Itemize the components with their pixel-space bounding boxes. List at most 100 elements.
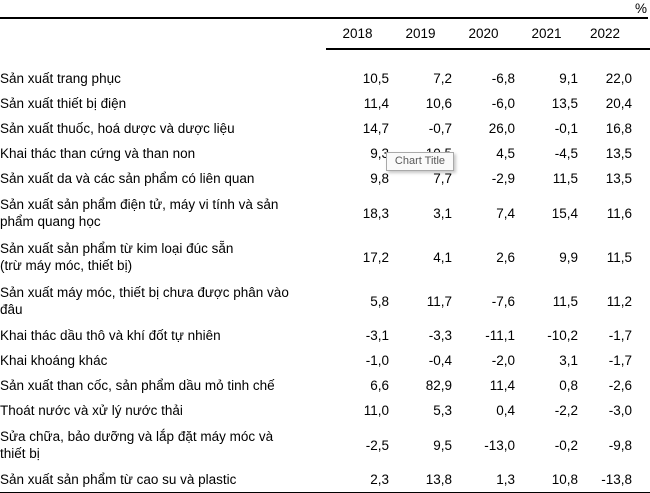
value-cell: 11,4 — [489, 378, 515, 393]
row-label: Thoát nước và xử lý nước thải — [0, 403, 183, 418]
table-row: Sửa chữa, bảo dưỡng và lắp đặt máy móc v… — [0, 423, 650, 467]
value-cell: -4,5 — [554, 146, 578, 161]
table-row: Sản xuất thuốc, hoá dược và dược liệu 14,… — [0, 116, 650, 141]
value-cell: -2,9 — [491, 171, 515, 186]
value-cell: 7,7 — [433, 171, 452, 186]
data-table: 2018 2019 2020 2021 2022 Sản xuất trang … — [0, 19, 650, 493]
value-cell: -10,2 — [547, 328, 578, 343]
value-cell: -1,7 — [608, 328, 632, 343]
value-cell: 3,1 — [559, 353, 578, 368]
value-cell: 4,1 — [433, 249, 452, 265]
value-cell: -3,0 — [608, 403, 632, 418]
value-cell: 11,6 — [606, 205, 632, 221]
row-label: Sản xuất trang phục — [0, 71, 121, 86]
value-cell: 11,4 — [363, 96, 389, 111]
value-cell: 17,2 — [362, 249, 389, 265]
table-row: Khai khoáng khác -1,0 -0,4 -2,0 3,1 -1,7 — [0, 348, 650, 373]
value-cell: 18,3 — [362, 205, 389, 221]
value-cell: 11,5 — [552, 293, 578, 309]
col-header-2020: 2020 — [452, 19, 515, 50]
value-cell: 20,4 — [605, 96, 632, 111]
value-cell: 9,8 — [370, 171, 389, 186]
value-cell: -7,6 — [491, 293, 515, 309]
value-cell: -13,8 — [578, 467, 650, 493]
value-cell: 13,5 — [605, 146, 632, 161]
value-cell: 82,9 — [425, 378, 452, 393]
value-cell: -2,6 — [608, 378, 632, 393]
value-cell: -0,4 — [428, 353, 452, 368]
row-label: Sửa chữa, bảo dưỡng và lắp đặt máy móc v… — [0, 429, 274, 461]
value-cell: 11,5 — [606, 249, 632, 265]
top-rule — [0, 17, 648, 19]
value-cell: 11,7 — [426, 293, 452, 309]
value-cell: -9,8 — [608, 437, 632, 453]
table-row: Sản xuất sản phẩm từ kim loại đúc sẵn (t… — [0, 235, 650, 279]
value-cell: 11,0 — [363, 403, 389, 418]
value-cell: -0,7 — [428, 121, 452, 136]
table-row: Khai thác than cứng và than non9,310,54,… — [0, 141, 650, 166]
value-cell: 16,8 — [605, 121, 632, 136]
value-cell: -1,0 — [365, 353, 389, 368]
row-label: Khai thác than cứng và than non — [0, 146, 196, 161]
value-cell: 15,4 — [551, 205, 578, 221]
value-cell: -6,0 — [491, 96, 515, 111]
row-label: Sản xuất máy móc, thiết bị chưa được phâ… — [0, 285, 289, 317]
row-label: Sản xuất sản phẩm điện tử, máy vi tính v… — [0, 197, 279, 229]
value-cell: -0,1 — [554, 121, 578, 136]
value-cell: 5,3 — [433, 403, 452, 418]
value-cell: -3,3 — [428, 328, 452, 343]
value-cell: 13,5 — [605, 171, 632, 186]
value-cell: 4,5 — [496, 146, 515, 161]
table-row: Khai thác dầu thô và khí đốt tự nhiên -3,… — [0, 323, 650, 348]
value-cell: -2,5 — [365, 437, 389, 453]
value-cell: 7,4 — [496, 205, 515, 221]
value-cell: 9,1 — [559, 71, 578, 86]
value-cell: 6,6 — [370, 378, 389, 393]
value-cell: 1,3 — [452, 467, 515, 493]
value-cell: 14,7 — [362, 121, 389, 136]
value-cell: 11,2 — [606, 293, 632, 309]
value-cell: 13,8 — [389, 467, 452, 493]
value-cell: 10,8 — [515, 467, 578, 493]
unit-label: % — [634, 1, 647, 16]
header-row: 2018 2019 2020 2021 2022 — [0, 19, 650, 50]
header-spacer — [0, 49, 650, 66]
row-label: Sản xuất than cốc, sản phẩm dầu mỏ tinh … — [0, 378, 275, 393]
table-row: Sản xuất trang phục 10,5 7,2 -6,8 9,1 22,0 — [0, 66, 650, 91]
value-cell: 9,9 — [559, 249, 578, 265]
value-cell: -13,0 — [484, 437, 515, 453]
value-cell: 9,5 — [433, 437, 452, 453]
col-header-2022: 2022 — [578, 19, 650, 50]
value-cell: 5,8 — [370, 293, 389, 309]
row-label: Khai thác dầu thô và khí đốt tự nhiên — [0, 328, 221, 343]
value-cell: 0,8 — [559, 378, 578, 393]
col-header-2018: 2018 — [326, 19, 389, 50]
value-cell: 13,5 — [551, 96, 578, 111]
value-cell: -2,0 — [491, 353, 515, 368]
table-row: Sản xuất da và các sản phẩm có liên quan… — [0, 166, 650, 191]
value-cell: 2,3 — [326, 467, 389, 493]
value-cell: 10,5 — [362, 71, 389, 86]
value-cell: 9,3 — [370, 146, 389, 161]
col-header-2021: 2021 — [515, 19, 578, 50]
value-cell: 11,5 — [552, 171, 578, 186]
value-cell: -11,1 — [485, 328, 515, 343]
table-row: Sản xuất than cốc, sản phẩm dầu mỏ tinh … — [0, 373, 650, 398]
chart-title-tooltip: Chart Title — [386, 152, 454, 171]
table-row: Sản xuất máy móc, thiết bị chưa được phâ… — [0, 279, 650, 323]
value-cell: 2,6 — [496, 249, 515, 265]
value-cell: -0,2 — [554, 437, 578, 453]
value-cell: -2,2 — [554, 403, 578, 418]
row-label: Khai khoáng khác — [0, 353, 108, 368]
value-cell: 22,0 — [605, 71, 632, 86]
table-row: Thoát nước và xử lý nước thải 11,0 5,3 0,4 -… — [0, 398, 650, 423]
value-cell: 3,1 — [433, 205, 452, 221]
row-label: Sản xuất sản phẩm từ kim loại đúc sẵn (t… — [0, 241, 234, 273]
table-body: Sản xuất trang phục 10,5 7,2 -6,8 9,1 22,0 Sản… — [0, 49, 650, 493]
label-column-header — [0, 19, 326, 49]
row-label: Sản xuất sản phẩm từ cao su và plastic — [0, 467, 326, 493]
value-cell: 7,2 — [433, 71, 452, 86]
row-label: Sản xuất da và các sản phẩm có liên quan — [0, 171, 255, 186]
col-header-2019: 2019 — [389, 19, 452, 50]
